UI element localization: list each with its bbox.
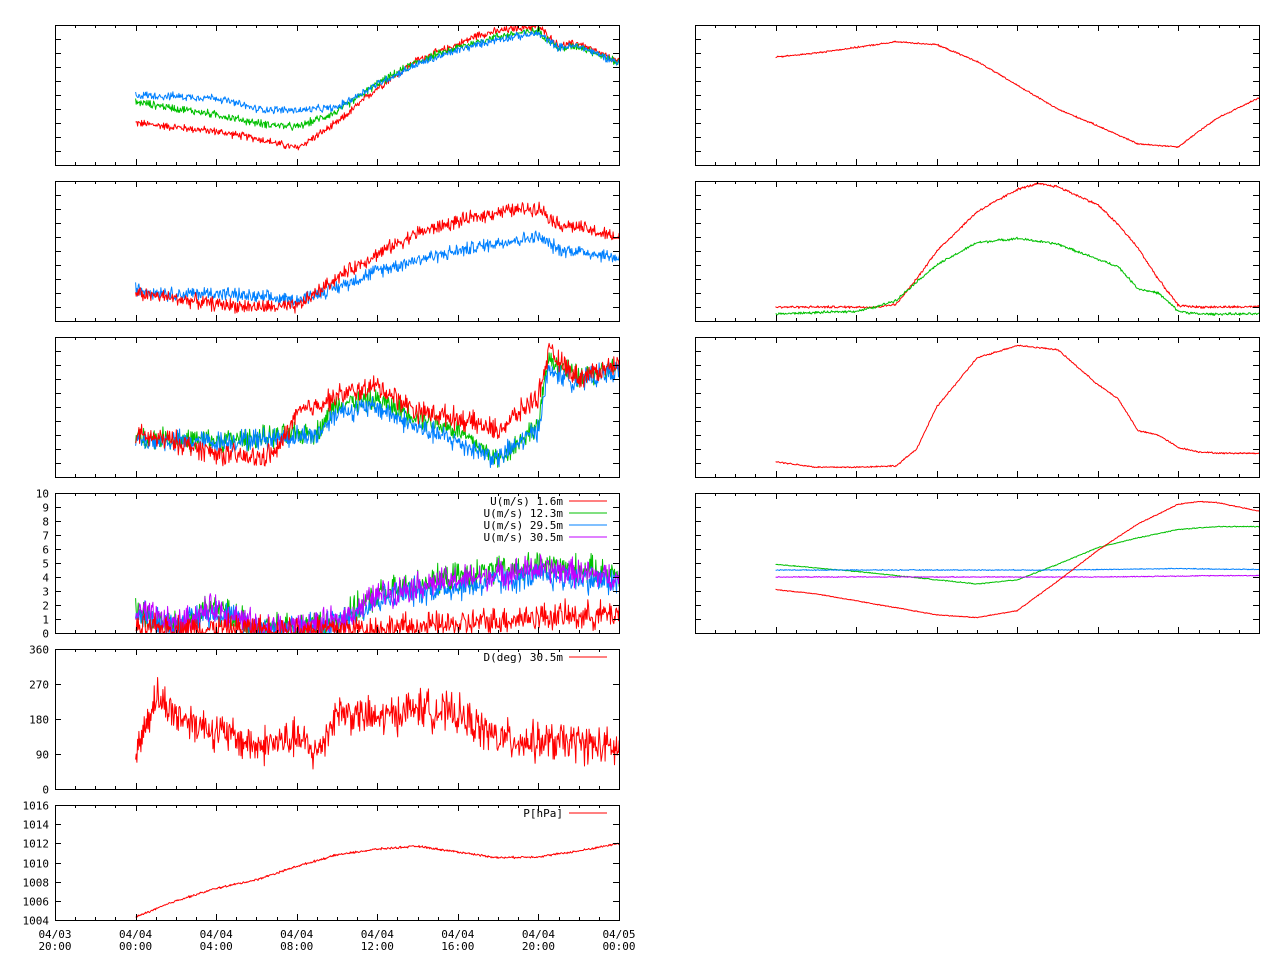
series-line-red (776, 183, 1280, 309)
y-tick-label: 1010 (23, 858, 50, 871)
series-group (776, 345, 1280, 468)
panel-left-1 (55, 25, 740, 166)
panel-right-4 (695, 493, 1280, 634)
x-tick-label-time: 20:00 (522, 940, 555, 953)
y-tick-label: 4 (42, 572, 49, 585)
series-line-red (136, 678, 740, 780)
series-line-red (136, 343, 740, 466)
panel-frame (696, 494, 1260, 634)
y-tick-label: 90 (36, 749, 49, 762)
panel-frame (696, 26, 1260, 166)
x-tick-label-time: 16:00 (441, 940, 474, 953)
y-tick-label: 1008 (23, 877, 50, 890)
panel-right-2 (695, 181, 1280, 322)
legend-label: U(m/s) 30.5m (484, 531, 564, 544)
y-tick-label: 3 (42, 586, 49, 599)
y-tick-label: 8 (42, 516, 49, 529)
y-tick-label: 5 (42, 558, 49, 571)
panel-frame (56, 806, 620, 921)
panel-frame (56, 182, 620, 322)
y-tick-label: 1014 (23, 819, 50, 832)
panel-right-1 (695, 25, 1280, 166)
series-line-blue (136, 31, 740, 114)
y-tick-label: 1006 (23, 896, 50, 909)
legend-label: P[hPa] (523, 807, 563, 820)
series-group (136, 25, 740, 150)
x-tick-label-time: 08:00 (280, 940, 313, 953)
y-tick-label: 9 (42, 502, 49, 515)
y-tick-label: 0 (42, 784, 49, 797)
y-tick-label: 2 (42, 600, 49, 613)
y-tick-label: 1016 (23, 800, 50, 813)
series-group (136, 678, 740, 780)
x-tick-label-time: 00:00 (119, 940, 152, 953)
series-line-red (136, 813, 740, 917)
y-tick-label: 0 (42, 628, 49, 641)
panel-left-6-pressure: 1004 1006 1008 1010 1012 1014 1016 P[hPa] (23, 800, 740, 928)
series-line-blue (136, 231, 740, 307)
x-tick-label-time: 00:00 (602, 940, 635, 953)
y-tick-label: 270 (29, 679, 49, 692)
y-tick-label: 10 (36, 488, 49, 501)
y-tick-label: 1 (42, 614, 49, 627)
series-group (136, 343, 740, 467)
panel-frame (696, 338, 1260, 478)
panel-right-3 (695, 337, 1280, 478)
y-tick-label: 1004 (23, 915, 50, 928)
series-line-blue (776, 568, 1280, 571)
y-tick-label: 180 (29, 714, 49, 727)
y-tick-label: 360 (29, 644, 49, 657)
y-tick-label: 6 (42, 544, 49, 557)
series-line-green (776, 237, 1280, 315)
x-tick-label-time: 12:00 (361, 940, 394, 953)
series-line-red (136, 25, 740, 150)
series-line-red (776, 41, 1280, 147)
series-group (776, 501, 1280, 618)
y-tick-label: 1012 (23, 838, 50, 851)
panel-left-2 (55, 181, 740, 322)
x-axis-time-labels: 04/0320:0004/0400:0004/0404:0004/0408:00… (38, 928, 635, 953)
series-group (776, 41, 1280, 147)
legend-label: D(deg) 30.5m (484, 651, 564, 664)
panel-left-5-wind-direction: 0 90 180 270 360 D(deg) 30.5m (29, 644, 740, 797)
series-group (136, 553, 740, 634)
series-line-red (776, 501, 1280, 618)
series-group (136, 813, 740, 917)
series-line-green (136, 27, 740, 130)
x-tick-label-time: 20:00 (38, 940, 71, 953)
series-line-red (776, 345, 1280, 468)
y-tick-label: 7 (42, 530, 49, 543)
panel-left-3 (55, 337, 740, 478)
panel-frame (56, 650, 620, 790)
series-group (136, 202, 740, 313)
series-group (776, 183, 1280, 316)
x-tick-label-time: 04:00 (200, 940, 233, 953)
